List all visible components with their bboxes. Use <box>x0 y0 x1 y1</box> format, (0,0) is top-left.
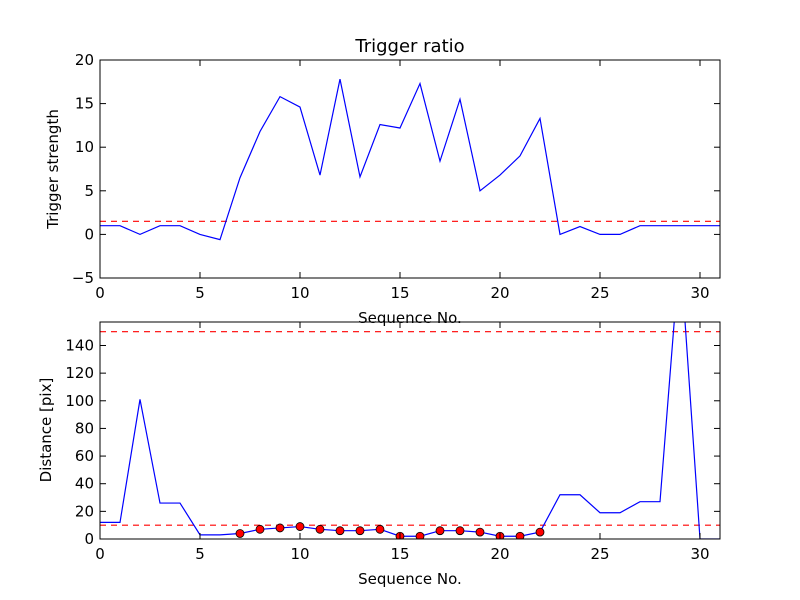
y-tick-label: 80 <box>75 419 94 437</box>
y-tick-label: 120 <box>65 364 94 382</box>
x-tick-label: 5 <box>195 545 205 563</box>
y-tick-label: 100 <box>65 392 94 410</box>
plot-area-distance: 0 5 10 15 20 25 30 0 20 40 60 80 100 120 140 <box>65 321 721 563</box>
x-tick-label: 30 <box>690 545 709 563</box>
data-point <box>255 524 265 534</box>
data-point <box>515 531 525 539</box>
data-point <box>335 526 345 536</box>
y-tick-label: 60 <box>75 447 94 465</box>
chart-distance: 0 5 10 15 20 25 30 0 20 40 60 80 100 120 140 Sequence … <box>37 321 721 588</box>
axes-frame <box>99 321 721 540</box>
data-point <box>315 524 325 534</box>
x-tick-label: 30 <box>690 284 709 302</box>
x-tick-label: 20 <box>490 545 509 563</box>
plot-clip-group <box>100 79 720 241</box>
y-tick-label: 0 <box>84 530 94 548</box>
data-point <box>455 526 465 536</box>
data-point <box>275 523 285 533</box>
y-tick-label: 140 <box>65 336 94 354</box>
y-tick-label: 15 <box>75 95 94 113</box>
x-tick-label: 25 <box>590 545 609 563</box>
data-point <box>355 526 365 536</box>
y-tick-label: 0 <box>84 225 94 243</box>
data-point <box>535 527 545 537</box>
y-tick-label: 5 <box>84 182 94 200</box>
x-tick-label: 15 <box>390 284 409 302</box>
x-tick-label: 0 <box>95 284 105 302</box>
x-tick-label: 10 <box>290 545 309 563</box>
data-point <box>235 529 245 538</box>
y-tick-label: −5 <box>72 269 94 287</box>
y-tick-label: 20 <box>75 51 94 69</box>
data-point <box>375 524 385 534</box>
x-tick-label: 10 <box>290 284 309 302</box>
data-point <box>295 522 305 531</box>
x-tick-label: 0 <box>95 545 105 563</box>
y-axis-label: Trigger strength <box>44 109 62 230</box>
x-tick-label: 20 <box>490 284 509 302</box>
series-line <box>100 322 720 539</box>
axes-frame <box>99 59 721 279</box>
data-point <box>435 526 445 536</box>
x-tick-label: 25 <box>590 284 609 302</box>
plot-clip-group <box>100 322 720 539</box>
chart-title: Trigger ratio <box>354 36 464 57</box>
data-point <box>475 527 485 537</box>
x-tick-label: 5 <box>195 284 205 302</box>
y-tick-label: 20 <box>75 502 94 520</box>
y-tick-label: 10 <box>75 138 94 156</box>
y-tick-label: 40 <box>75 475 94 493</box>
data-point <box>415 531 425 539</box>
x-axis-label: Sequence No. <box>358 309 462 327</box>
series-line <box>100 79 720 241</box>
x-tick-label: 15 <box>390 545 409 563</box>
x-axis-label: Sequence No. <box>358 570 462 588</box>
y-axis-label: Distance [pix] <box>37 378 55 483</box>
